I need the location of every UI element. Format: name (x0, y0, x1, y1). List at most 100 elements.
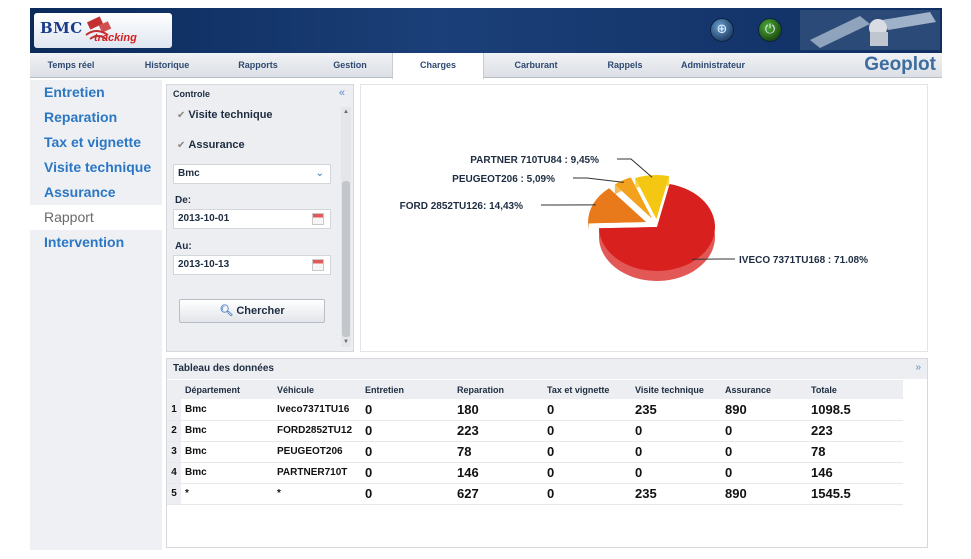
cell-tax: 0 (543, 399, 631, 421)
checkbox-visite-technique[interactable]: ✔ Visite technique (177, 109, 273, 121)
cell-vehicule: Iveco7371TU16 (273, 399, 361, 421)
pie-chart: IVECO 7371TU168 : 71.08% FORD 2852TU126: … (400, 155, 868, 281)
calendar-icon[interactable] (312, 213, 324, 225)
sidebar-item-reparation[interactable]: Reparation (44, 109, 118, 125)
cell-entretien: 0 (361, 483, 453, 505)
scrollbar-thumb[interactable] (342, 181, 350, 337)
checkbox-label: Assurance (188, 139, 245, 151)
top-bar: BMC tracking ⊕ ⏻ (30, 8, 942, 53)
cell-vehicule: PEUGEOT206 (273, 441, 361, 463)
sidebar: Entretien Reparation Tax et vignette Vis… (30, 80, 162, 550)
cell-departement: Bmc (181, 420, 273, 442)
sidebar-item-entretien[interactable]: Entretien (44, 84, 105, 100)
column-header: Assurance (721, 380, 807, 399)
table-row[interactable]: 4 Bmc PARTNER710T 0 146 0 0 0 146 (167, 462, 903, 484)
sidebar-item-visite-technique[interactable]: Visite technique (44, 159, 152, 175)
tab-carburant[interactable]: Carburant (514, 60, 558, 70)
checkmark-icon: ✔ (177, 110, 186, 121)
cell-vehicule: PARTNER710T (273, 462, 361, 484)
logo-text: BMC (40, 19, 83, 37)
tab-rapports[interactable]: Rapports (238, 60, 278, 70)
column-header: Véhicule (273, 380, 361, 399)
data-table: Département Véhicule Entretien Reparatio… (167, 380, 903, 505)
cell-departement: Bmc (181, 399, 273, 421)
satellite-image (800, 10, 940, 50)
scroll-down-icon[interactable]: ▼ (343, 339, 349, 345)
to-date-field[interactable]: 2013-10-13 (173, 255, 331, 275)
cell-entretien: 0 (361, 462, 453, 484)
search-icon: 🔍︎ (219, 305, 234, 317)
cell-departement: * (181, 483, 273, 505)
chevron-down-icon: ⌄ (315, 168, 324, 179)
cell-entretien: 0 (361, 441, 453, 463)
sidebar-item-assurance[interactable]: Assurance (44, 184, 116, 200)
column-header: Département (181, 380, 273, 399)
tab-temps-reel[interactable]: Temps réel (47, 60, 95, 70)
table-row[interactable]: 5 * * 0 627 0 235 890 1545.5 (167, 483, 903, 505)
controle-scrollbar[interactable]: ▲ ▼ (341, 107, 351, 347)
double-chevron-down-icon[interactable]: » (915, 362, 921, 373)
main-tabs: Temps réel Historique Rapports Gestion C… (30, 53, 942, 79)
logo-subtext: tracking (94, 32, 137, 44)
sidebar-item-intervention[interactable]: Intervention (44, 234, 125, 250)
tab-gestion[interactable]: Gestion (333, 60, 367, 70)
checkbox-label: Visite technique (188, 109, 273, 121)
sidebar-item-tax-et-vignette[interactable]: Tax et vignette (44, 134, 141, 150)
checkbox-assurance[interactable]: ✔ Assurance (177, 139, 245, 151)
chercher-label: Chercher (236, 305, 285, 317)
tab-historique[interactable]: Historique (144, 60, 190, 70)
from-date-label: De: (175, 195, 192, 206)
chercher-button[interactable]: 🔍︎ Chercher (179, 299, 325, 323)
calendar-icon[interactable] (312, 259, 324, 271)
table-title: Tableau des données (167, 359, 927, 379)
cell-reparation: 627 (453, 483, 543, 505)
tab-charges[interactable]: Charges (392, 53, 484, 79)
controle-panel: Controle « ✔ Visite technique ✔ Assurance … (166, 84, 354, 352)
data-table-panel: Tableau des données » Département Véhicu… (166, 358, 928, 548)
tab-rappels[interactable]: Rappels (607, 60, 643, 70)
company-select[interactable]: Bmc ⌄ (173, 164, 331, 184)
compass-icon[interactable]: ⊕ (710, 18, 734, 42)
from-date-value: 2013-10-01 (178, 213, 230, 224)
cell-vehicule: * (273, 483, 361, 505)
row-number: 2 (167, 420, 181, 442)
double-chevron-left-icon[interactable]: « (338, 87, 345, 99)
cell-totale: 78 (807, 441, 903, 463)
table-row[interactable]: 3 Bmc PEUGEOT206 0 78 0 0 0 78 (167, 441, 903, 463)
pie-slice-label: FORD 2852TU126: 14,43% (400, 201, 524, 212)
cell-assurance: 0 (721, 462, 807, 484)
table-row[interactable]: 1 Bmc Iveco7371TU16 0 180 0 235 890 1098… (167, 399, 903, 421)
column-header: Totale (807, 380, 903, 399)
tab-administrateur[interactable]: Administrateur (680, 60, 745, 70)
cell-departement: Bmc (181, 462, 273, 484)
column-header: Tax et vignette (543, 380, 631, 399)
from-date-field[interactable]: 2013-10-01 (173, 209, 331, 229)
pie-slice[interactable] (588, 188, 647, 224)
bmc-tracking-logo: BMC tracking (34, 13, 172, 48)
pie-slice[interactable] (599, 184, 715, 271)
cell-reparation: 223 (453, 420, 543, 442)
cell-tax: 0 (543, 483, 631, 505)
scroll-up-icon[interactable]: ▲ (343, 109, 349, 115)
row-number: 1 (167, 399, 181, 421)
to-date-label: Au: (175, 241, 192, 252)
row-number: 4 (167, 462, 181, 484)
cell-totale: 223 (807, 420, 903, 442)
cell-reparation: 146 (453, 462, 543, 484)
column-header: Visite technique (631, 380, 721, 399)
cell-vehicule: FORD2852TU12 (273, 420, 361, 442)
cell-reparation: 78 (453, 441, 543, 463)
pie-label-leader (617, 158, 653, 178)
pie-slice[interactable] (614, 177, 652, 219)
cell-assurance: 0 (721, 441, 807, 463)
pie-label-leader (573, 177, 624, 183)
table-row[interactable]: 2 Bmc FORD2852TU12 0 223 0 0 0 223 (167, 420, 903, 442)
sidebar-item-rapport[interactable]: Rapport (30, 205, 162, 230)
cell-visite: 235 (631, 399, 721, 421)
pie-slice[interactable] (635, 175, 670, 220)
cell-visite: 0 (631, 441, 721, 463)
to-date-value: 2013-10-13 (178, 259, 230, 270)
cell-assurance: 890 (721, 483, 807, 505)
power-icon[interactable]: ⏻ (758, 18, 782, 42)
cell-tax: 0 (543, 441, 631, 463)
